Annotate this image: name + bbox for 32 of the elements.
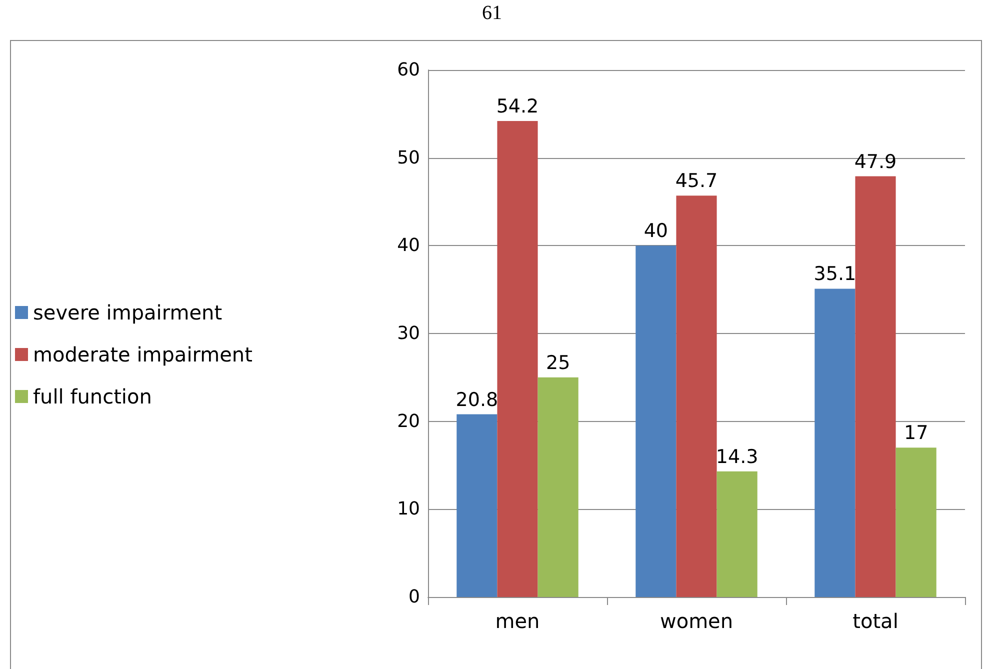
bar: [896, 448, 936, 597]
y-tick-label: 30: [397, 323, 420, 344]
legend-label: full function: [33, 384, 152, 408]
bar: [636, 246, 676, 597]
text: 61: [481, 2, 503, 25]
bar: [456, 414, 498, 597]
y-tick-label: 20: [397, 410, 420, 432]
data-label: 17: [904, 422, 928, 444]
legend-label: moderate impairment: [33, 342, 253, 366]
bar: [814, 288, 856, 597]
data-label: 45.7: [675, 170, 718, 192]
data-label: 40: [644, 220, 668, 242]
bar: [538, 377, 578, 597]
y-tick-label: 40: [397, 235, 420, 256]
bar: [855, 176, 896, 597]
data-label: 14.3: [716, 446, 758, 468]
x-tick-label: men: [495, 609, 540, 633]
x-tick-label: women: [660, 609, 734, 633]
x-tick-label: total: [852, 609, 898, 633]
bar: [497, 120, 538, 597]
y-tick-label: 50: [397, 147, 420, 168]
y-tick-label: 60: [397, 60, 420, 80]
bar: [676, 196, 717, 597]
data-label: 54.2: [496, 95, 539, 118]
data-label: 25: [546, 352, 570, 374]
bar: [716, 471, 758, 597]
data-label: 35.1: [814, 263, 856, 286]
y-tick-label: 10: [397, 498, 420, 520]
data-label: 20.8: [456, 388, 498, 411]
data-label: 47.9: [854, 150, 897, 173]
y-tick-label: 0: [408, 586, 420, 608]
legend-label: severe impairment: [33, 300, 222, 324]
